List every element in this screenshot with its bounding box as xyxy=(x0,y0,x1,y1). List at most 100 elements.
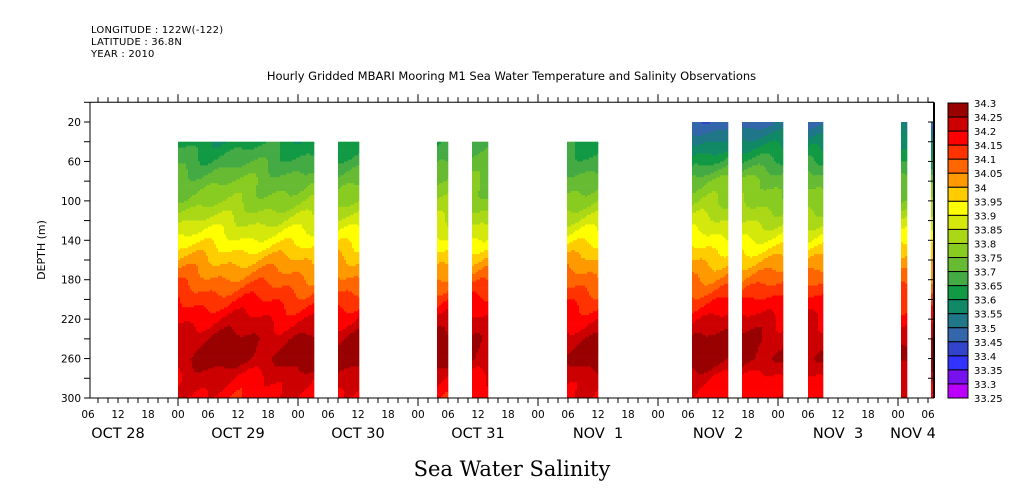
data-cell xyxy=(220,392,222,394)
data-cell xyxy=(246,299,248,301)
data-cell xyxy=(200,301,202,303)
data-cell xyxy=(178,374,180,376)
data-cell xyxy=(202,175,204,177)
data-cell xyxy=(180,288,182,290)
data-cell xyxy=(192,193,194,195)
data-cell xyxy=(214,319,216,321)
data-cell xyxy=(200,244,202,246)
data-cell xyxy=(248,205,250,207)
data-cell xyxy=(220,217,222,219)
data-cell xyxy=(216,349,218,351)
data-cell xyxy=(240,238,242,240)
data-cell xyxy=(226,264,228,266)
data-cell xyxy=(204,252,206,254)
data-cell xyxy=(224,370,226,372)
data-cell xyxy=(222,193,224,195)
data-cell xyxy=(204,333,206,335)
data-cell xyxy=(194,199,196,201)
data-cell xyxy=(242,254,244,256)
data-cell xyxy=(250,319,252,321)
data-cell xyxy=(250,282,252,284)
data-cell xyxy=(254,191,256,193)
data-cell xyxy=(220,268,222,270)
data-cell xyxy=(242,313,244,315)
data-cell xyxy=(234,363,236,365)
data-cell xyxy=(204,227,206,229)
data-cell xyxy=(208,161,210,163)
data-cell xyxy=(204,292,206,294)
data-cell xyxy=(240,227,242,229)
data-cell xyxy=(212,376,214,378)
data-cell xyxy=(234,252,236,254)
data-cell xyxy=(208,307,210,309)
data-cell xyxy=(242,357,244,359)
data-cell xyxy=(200,189,202,191)
data-cell xyxy=(208,301,210,303)
data-cell xyxy=(238,207,240,209)
data-cell xyxy=(232,169,234,171)
data-cell xyxy=(182,258,184,260)
data-cell xyxy=(200,309,202,311)
data-cell xyxy=(206,274,208,276)
data-cell xyxy=(218,286,220,288)
data-cell xyxy=(246,282,248,284)
data-cell xyxy=(186,392,188,394)
data-cell xyxy=(180,329,182,331)
data-cell xyxy=(242,225,244,227)
data-cell xyxy=(192,171,194,173)
data-cell xyxy=(228,355,230,357)
data-cell xyxy=(196,252,198,254)
data-cell xyxy=(180,203,182,205)
data-cell xyxy=(202,323,204,325)
data-cell xyxy=(184,221,186,223)
data-cell xyxy=(194,185,196,187)
data-cell xyxy=(190,163,192,165)
data-cell xyxy=(210,165,212,167)
data-cell xyxy=(234,376,236,378)
data-cell xyxy=(180,272,182,274)
data-cell xyxy=(228,378,230,380)
data-cell xyxy=(246,163,248,165)
data-cell xyxy=(180,341,182,343)
data-cell xyxy=(194,307,196,309)
data-cell xyxy=(200,219,202,221)
data-cell xyxy=(212,323,214,325)
data-cell xyxy=(232,217,234,219)
data-cell xyxy=(214,351,216,353)
data-cell xyxy=(222,323,224,325)
data-cell xyxy=(194,183,196,185)
data-cell xyxy=(248,333,250,335)
data-cell xyxy=(184,327,186,329)
data-cell xyxy=(200,341,202,343)
data-cell xyxy=(232,213,234,215)
data-cell xyxy=(224,221,226,223)
data-cell xyxy=(238,142,240,144)
data-cell xyxy=(228,230,230,232)
data-cell xyxy=(236,343,238,345)
data-cell xyxy=(232,193,234,195)
data-cell xyxy=(218,382,220,384)
data-cell xyxy=(196,327,198,329)
data-cell xyxy=(234,301,236,303)
data-cell xyxy=(230,175,232,177)
data-cell xyxy=(184,378,186,380)
data-cell xyxy=(198,264,200,266)
data-cell xyxy=(192,150,194,152)
data-cell xyxy=(178,282,180,284)
data-cell xyxy=(178,368,180,370)
data-cell xyxy=(186,272,188,274)
data-cell xyxy=(240,355,242,357)
data-cell xyxy=(194,384,196,386)
data-cell xyxy=(232,327,234,329)
data-cell xyxy=(186,315,188,317)
data-cell xyxy=(230,313,232,315)
data-cell xyxy=(250,252,252,254)
data-cell xyxy=(244,207,246,209)
data-cell xyxy=(198,244,200,246)
data-cell xyxy=(228,292,230,294)
data-cell xyxy=(206,150,208,152)
data-cell xyxy=(232,203,234,205)
data-cell xyxy=(200,333,202,335)
data-cell xyxy=(248,169,250,171)
data-cell xyxy=(188,217,190,219)
